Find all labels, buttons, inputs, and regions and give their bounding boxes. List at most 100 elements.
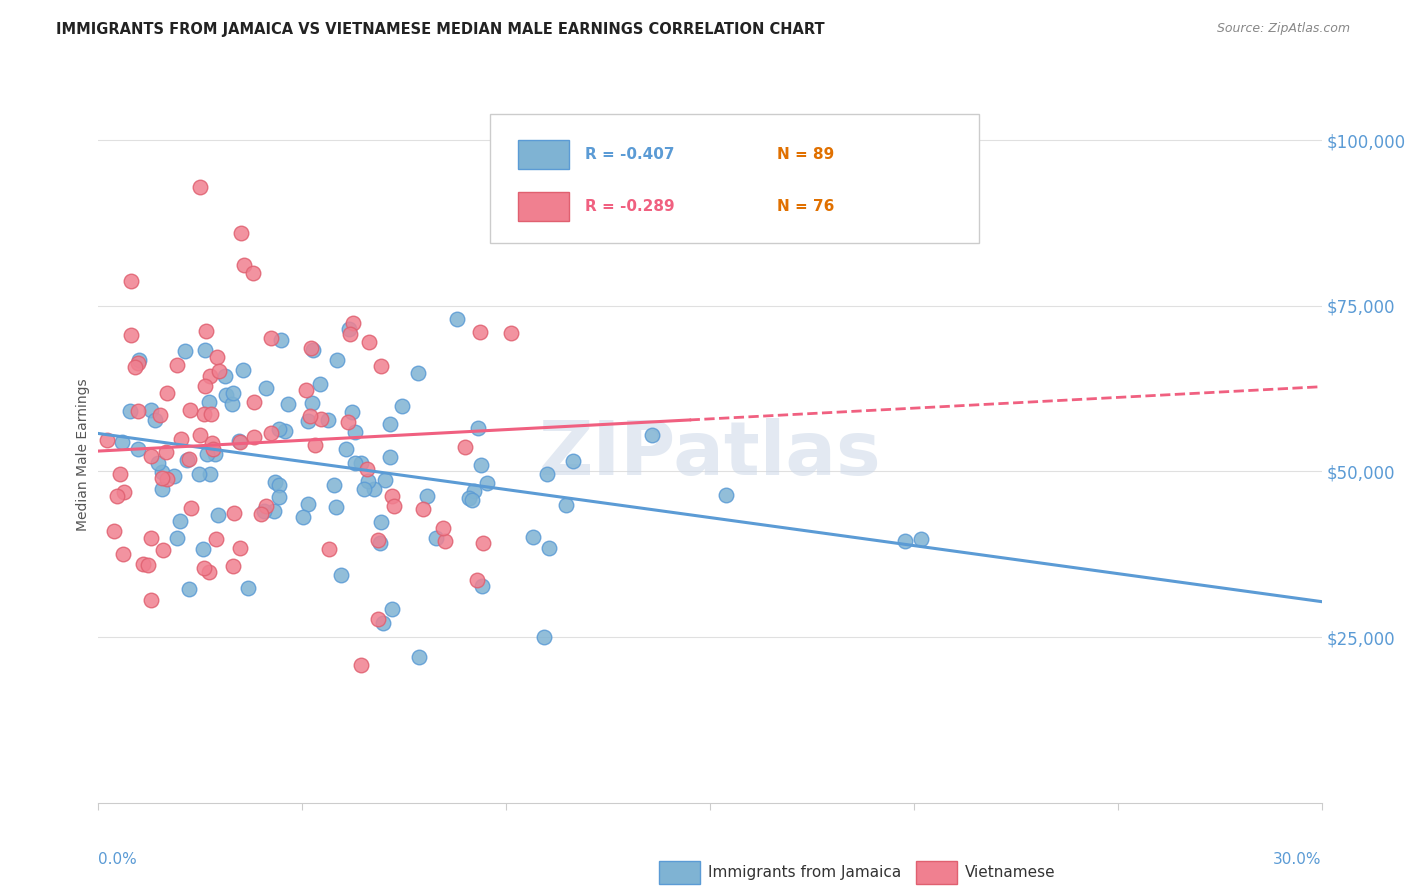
Point (208, 363, 231, 377)
Point (170, 432, 193, 446)
Point (188, 428, 211, 442)
Point (112, 485, 135, 500)
Point (127, 403, 149, 417)
Point (180, 501, 202, 516)
Point (187, 467, 209, 482)
Point (380, 417, 402, 431)
Point (201, 435, 224, 450)
Point (176, 452, 198, 467)
Point (118, 404, 141, 418)
FancyBboxPatch shape (517, 140, 569, 169)
Point (139, 593, 162, 607)
Point (254, 381, 277, 395)
Point (295, 383, 318, 397)
Point (132, 557, 155, 571)
Point (103, 524, 125, 538)
Point (250, 507, 273, 521)
Point (893, 534, 915, 549)
Point (166, 358, 188, 372)
Point (342, 405, 364, 419)
Point (222, 507, 245, 521)
Point (322, 478, 344, 492)
Point (149, 409, 172, 423)
Text: Immigrants from Jamaica: Immigrants from Jamaica (707, 865, 901, 880)
Point (111, 547, 134, 561)
Point (150, 465, 173, 479)
Point (335, 442, 357, 457)
Point (425, 531, 447, 545)
Point (254, 499, 277, 513)
Point (318, 413, 340, 427)
Point (270, 333, 292, 347)
Point (537, 541, 560, 556)
Point (222, 385, 245, 400)
Point (641, 427, 664, 442)
Point (339, 326, 361, 341)
Point (194, 343, 217, 357)
Point (194, 379, 217, 393)
Point (432, 521, 454, 535)
Point (141, 531, 163, 545)
Point (434, 533, 457, 548)
Point (301, 395, 323, 409)
Point (260, 425, 283, 440)
Point (344, 456, 367, 470)
Point (465, 573, 488, 587)
Point (370, 515, 392, 529)
Point (416, 489, 439, 503)
Point (406, 366, 429, 380)
Text: R = -0.407: R = -0.407 (585, 147, 675, 161)
Point (166, 531, 188, 545)
Point (910, 532, 932, 546)
Point (381, 602, 404, 616)
Text: 30.0%: 30.0% (1274, 852, 1322, 866)
Point (214, 369, 236, 384)
Text: N = 76: N = 76 (778, 199, 835, 214)
Point (174, 343, 197, 358)
Point (380, 450, 402, 464)
Point (301, 343, 323, 357)
Point (274, 424, 297, 438)
Point (391, 399, 413, 413)
Point (264, 475, 287, 490)
Point (96, 433, 118, 447)
Point (155, 445, 177, 459)
Point (195, 324, 218, 338)
Point (128, 353, 150, 368)
Point (371, 615, 394, 630)
Point (207, 508, 229, 523)
Point (148, 456, 170, 470)
Point (359, 335, 381, 350)
Point (292, 510, 315, 524)
FancyBboxPatch shape (517, 192, 569, 221)
Text: ZIPatlas: ZIPatlas (538, 418, 882, 491)
Point (536, 467, 558, 482)
Point (207, 350, 229, 364)
Point (304, 437, 326, 451)
Point (193, 561, 215, 575)
Point (156, 386, 179, 401)
Point (353, 482, 375, 496)
Point (263, 504, 285, 518)
Point (204, 447, 226, 461)
Point (318, 542, 340, 557)
FancyBboxPatch shape (915, 861, 957, 884)
Point (179, 403, 201, 417)
Point (298, 409, 321, 423)
Point (326, 353, 349, 368)
Point (260, 331, 283, 345)
Point (412, 502, 434, 516)
Point (120, 328, 142, 343)
Point (325, 500, 347, 514)
Point (356, 462, 378, 476)
Point (467, 421, 489, 435)
Point (343, 425, 366, 440)
Text: N = 89: N = 89 (778, 147, 835, 161)
Point (349, 658, 371, 673)
Point (368, 536, 391, 550)
Point (191, 542, 214, 557)
Point (200, 408, 222, 422)
Point (202, 442, 225, 456)
Point (232, 258, 254, 272)
Point (193, 408, 215, 422)
